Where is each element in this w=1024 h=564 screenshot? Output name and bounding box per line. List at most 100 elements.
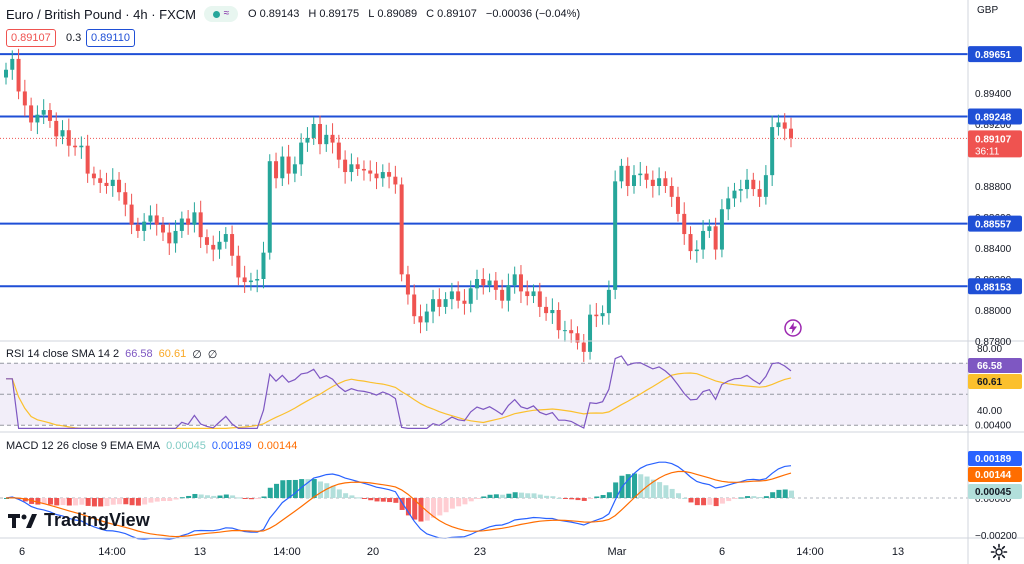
logo-text: TradingView: [44, 510, 150, 530]
macd-histogram-bar: [387, 498, 393, 503]
macd-histogram-bar: [204, 495, 210, 498]
macd-histogram-bar: [98, 498, 104, 507]
candle-body: [292, 164, 297, 174]
market-status-button[interactable]: ≈: [204, 6, 239, 22]
candle-body: [343, 159, 348, 173]
macd-line-tag-label: 0.00189: [975, 454, 1012, 465]
macd-histogram-bar: [418, 498, 424, 522]
candle-body: [518, 274, 523, 292]
tradingview-logo-icon: [8, 513, 37, 528]
level-tag-label: 0.89248: [975, 113, 1012, 124]
macd-histogram-bar: [556, 497, 562, 499]
candle-body: [204, 237, 209, 245]
macd-histogram-bar: [35, 498, 41, 505]
candle-body: [719, 209, 724, 250]
candle-body: [54, 120, 59, 137]
candle-body: [223, 234, 228, 242]
candle-body: [60, 130, 65, 137]
candle-body: [776, 122, 781, 128]
macd-histogram-bar: [129, 498, 135, 506]
macd-histogram-bar: [412, 498, 418, 520]
macd-histogram-bar: [531, 493, 537, 498]
price-tick-label: 0.89400: [975, 89, 1012, 100]
macd-histogram-bar: [745, 496, 751, 498]
candle-body: [274, 161, 279, 179]
price-tick-label: 0.87800: [975, 337, 1012, 348]
settings-gear-icon[interactable]: [989, 542, 1009, 562]
macd-histogram-bar: [719, 498, 725, 504]
candle-body: [456, 291, 461, 301]
macd-histogram-bar: [148, 498, 154, 503]
candle-body: [286, 156, 291, 174]
candle-body: [336, 142, 341, 160]
candle-body: [368, 170, 373, 174]
spread-value: 0.3: [66, 32, 82, 44]
candle-body: [506, 285, 511, 301]
macd-histogram-bar: [525, 493, 531, 498]
candle-body: [745, 179, 750, 190]
rsi-legend: RSI 14 close SMA 14 2 66.58 60.61 ∅ ∅: [6, 348, 217, 361]
macd-histogram-bar: [73, 498, 79, 506]
candle-body: [462, 300, 467, 304]
candle-body: [475, 279, 479, 289]
sell-button[interactable]: 0.89107: [6, 29, 56, 47]
candle-body: [85, 145, 90, 174]
candle-body: [299, 142, 304, 165]
candle-body: [669, 186, 674, 197]
macd-histogram-bar: [544, 495, 550, 498]
candle-body: [198, 212, 203, 238]
macd-histogram-bar: [701, 498, 707, 506]
countdown-label: 36:11: [975, 146, 1000, 157]
macd-histogram-bar: [456, 498, 462, 507]
rsi-tick-label: 40.00: [977, 406, 1002, 417]
macd-histogram-bar: [355, 497, 361, 499]
macd-histogram-bar: [142, 498, 148, 505]
rsi-line: [6, 355, 792, 429]
macd-histogram-bar: [475, 498, 480, 499]
macd-histogram-bar: [399, 498, 405, 510]
candle-body: [91, 173, 96, 179]
candle-body: [98, 178, 103, 183]
macd-histogram-bar: [274, 483, 280, 498]
candle-body: [324, 134, 329, 145]
ohlc-values: O 0.89143 H 0.89175 L 0.89089 C 0.89107 −0.0…: [248, 8, 581, 20]
candle-body: [167, 232, 172, 244]
candle-body: [757, 189, 762, 197]
rsi-label[interactable]: RSI 14 close SMA 14 2: [6, 348, 120, 360]
symbol-title[interactable]: Euro / British Pound · 4h · FXCM: [6, 6, 197, 22]
level-tag: [968, 215, 1022, 232]
candle-body: [481, 279, 486, 286]
candle-body: [707, 226, 712, 231]
macd-line-tag: [968, 451, 1022, 466]
macd-histogram-bar: [694, 498, 700, 506]
candle-body: [318, 124, 322, 145]
macd-label[interactable]: MACD 12 26 close 9 EMA EMA: [6, 440, 161, 452]
candle-body: [305, 137, 310, 143]
macd-histogram-bar: [776, 489, 782, 498]
macd-histogram-bar: [663, 485, 669, 498]
candle-body: [267, 161, 272, 253]
buy-button[interactable]: 0.89110: [86, 29, 135, 47]
macd-histogram-bar: [625, 474, 631, 498]
macd-histogram-bar: [66, 498, 72, 506]
price-tick-label: 0.88800: [975, 182, 1012, 193]
flash-icon[interactable]: [783, 318, 803, 338]
change-value: −0.00036 (−0.04%): [485, 8, 581, 20]
candle-body: [142, 221, 147, 231]
candle-body: [129, 204, 134, 225]
candle-body: [173, 230, 178, 244]
candle-body: [562, 330, 567, 332]
candle-body: [117, 179, 122, 193]
macd-histogram-bar: [242, 498, 248, 499]
macd-tick-label: 0.00000: [975, 494, 1012, 505]
horizontal-levels[interactable]: [0, 53, 968, 288]
candle-body: [161, 224, 165, 233]
candle-body: [487, 280, 492, 286]
time-axis[interactable]: 6 14:00 13 14:00 20 23 Mar 6 14:00 13: [19, 546, 904, 558]
candle-body: [148, 215, 153, 222]
candle-body: [424, 311, 429, 323]
tradingview-logo[interactable]: TradingView: [8, 510, 150, 531]
macd-histogram-bar: [644, 476, 650, 498]
macd-histogram-bar: [437, 498, 443, 516]
